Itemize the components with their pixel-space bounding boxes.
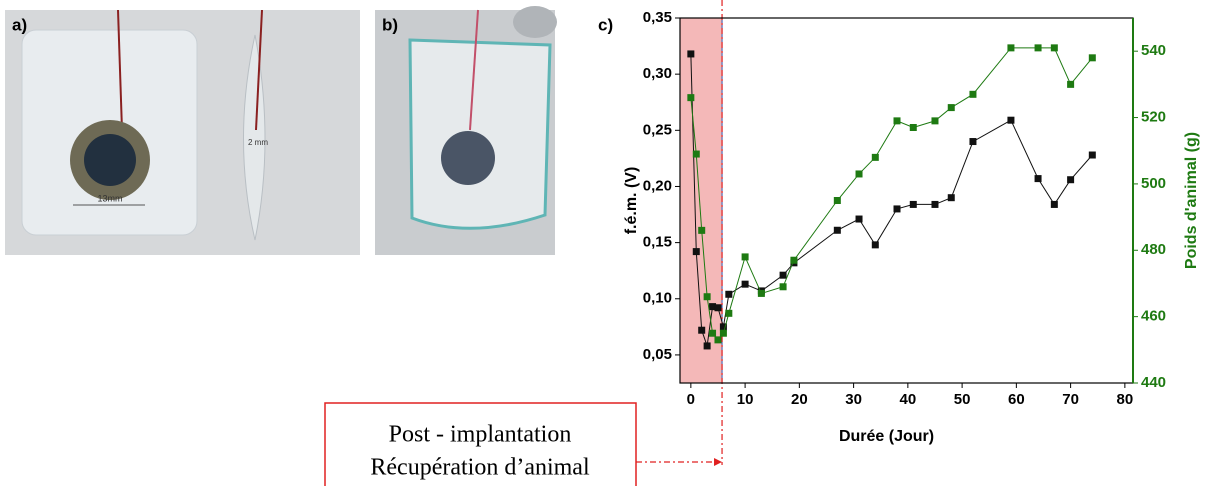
y2-tick-label: 520 [1141,109,1166,126]
x-tick-label: 60 [1008,391,1025,408]
x-tick-label: 30 [845,391,862,408]
data-point [709,329,717,337]
data-point [790,256,798,264]
scale-label: 13mm [97,193,122,203]
annotation: Post - implantation Récupération d’anima… [324,402,637,491]
data-point [833,197,841,204]
y-tick-label: 0,25 [643,121,672,138]
data-point [1067,80,1075,88]
data-point [692,248,700,256]
y2-tick-label: 500 [1141,175,1166,192]
photo-b: b) [375,6,557,255]
data-point [909,124,917,131]
data-point [1088,151,1096,159]
y-tick-label: 0,15 [643,234,672,251]
data-point [893,117,901,125]
data-point [741,253,749,261]
x-tick-label: 80 [1117,391,1134,408]
y2-tick-label: 540 [1141,42,1166,59]
data-point [947,104,955,112]
annotation-text: Post - implantation [389,422,572,448]
data-point [909,200,917,208]
photo-a: 13mm 2 mm a) [5,9,360,255]
data-point [947,194,955,202]
data-point [698,326,706,334]
data-point [779,283,787,291]
y-tick-label: 0,20 [643,177,672,194]
data-point [779,271,787,279]
x-axis-label: Durée (Jour) [839,428,934,445]
data-point [1088,54,1096,62]
y2-axis-label: Poids d'animal (g) [1183,132,1200,269]
data-point [719,329,727,337]
data-point [725,290,733,298]
data-point [931,200,939,208]
data-point [893,205,901,213]
series-line [690,53,1093,347]
data-point [1050,200,1058,208]
data-point [969,138,977,146]
data-point [871,241,879,249]
data-point [969,90,977,98]
panel-label: b) [382,15,398,34]
data-point [709,303,717,311]
data-point [741,280,749,288]
data-point [687,94,695,102]
data-point [725,309,733,317]
y-tick-label: 0,10 [643,290,672,307]
panel-label: c) [598,15,613,34]
x-tick-label: 10 [737,391,754,408]
x-tick-label: 20 [791,391,808,408]
data-point [1050,44,1058,52]
data-point [692,150,700,158]
data-point [1067,176,1075,184]
data-point [698,226,706,234]
y-axis-label: f.é.m. (V) [623,167,640,235]
data-point [1007,116,1015,124]
data-point [703,342,711,350]
x-tick-label: 70 [1062,391,1079,408]
y2-tick-label: 460 [1141,308,1166,325]
data-point [719,323,727,331]
data-point [855,215,863,223]
annotation-text: Récupération d’animal [370,455,590,481]
data-point [1007,44,1015,52]
x-tick-label: 50 [954,391,971,408]
data-point [714,336,722,344]
data-point [871,153,879,161]
data-point [687,50,695,58]
y-tick-label: 0,05 [643,346,672,363]
data-point [855,170,863,178]
panel-label: a) [12,15,27,34]
y2-tick-label: 480 [1141,241,1166,258]
data-point [1034,44,1042,52]
data-point [833,226,841,234]
data-point [757,289,765,297]
data-point [703,293,711,301]
x-tick-label: 40 [900,391,917,408]
data-point [931,117,939,125]
arrow-head [714,458,723,466]
data-point [714,304,722,312]
data-point [1034,175,1042,183]
x-tick-label: 0 [687,391,695,408]
scale-label: 2 mm [248,138,268,147]
chart: 0 10 20 30 40 50 60 70 80 0,05 0,10 0,15 0,20 0,25 0,3… [598,0,1200,466]
y2-tick-label: 440 [1141,374,1166,391]
y-tick-label: 0,35 [643,9,672,26]
y-tick-label: 0,30 [643,65,672,82]
series-line [690,47,1093,341]
